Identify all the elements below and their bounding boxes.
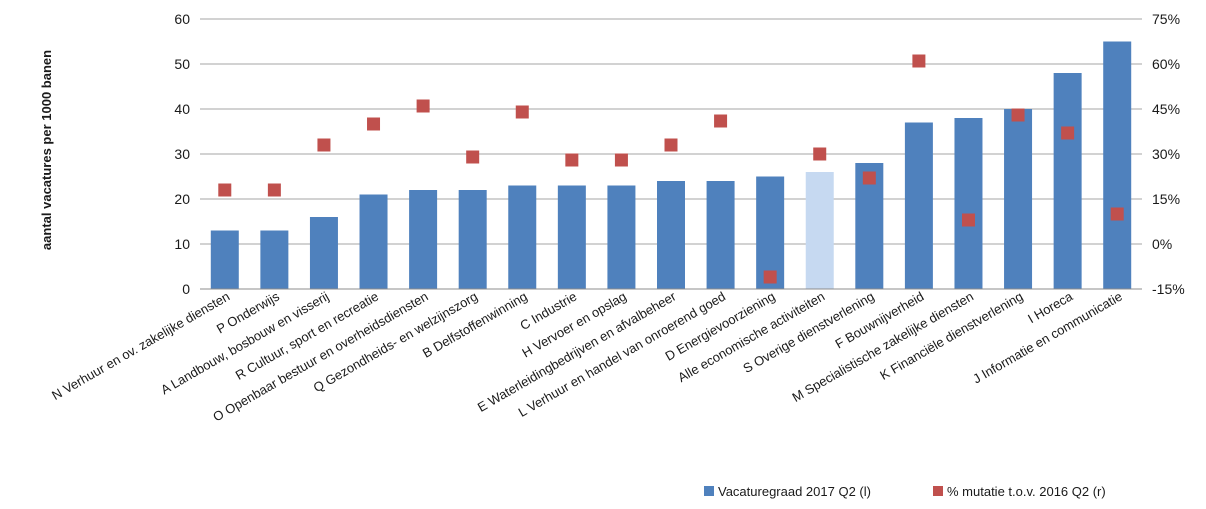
bar [904,122,933,289]
bar [1004,109,1033,289]
right-axis-ticks: -15% 0% 15% 30% 45% 60% 75% [1152,11,1185,297]
marker-point [763,270,777,284]
bar [309,217,338,289]
marker-point [218,183,232,197]
bar [1103,41,1132,289]
marker-point [664,138,678,152]
marker-point [614,153,628,167]
legend-marker-label: % mutatie t.o.v. 2016 Q2 (r) [947,484,1106,499]
y-axis-title: aantal vacatures per 1000 banen [39,50,54,250]
y2-tick-label: 75% [1152,11,1180,27]
marker-point [714,114,728,128]
marker-point [912,54,926,68]
y-tick-label: 40 [174,101,190,117]
bar [409,190,438,289]
bar [954,118,983,289]
bar [607,185,636,289]
bar [260,230,289,289]
bar [756,176,785,289]
marker-point [1011,108,1025,122]
legend-bar-label: Vacaturegraad 2017 Q2 (l) [718,484,871,499]
legend-marker-swatch [933,486,943,496]
marker-point [267,183,281,197]
y-tick-label: 0 [182,281,190,297]
y2-tick-label: -15% [1152,281,1185,297]
marker-point [367,117,381,131]
marker-point [813,147,827,161]
bar [508,185,537,289]
legend: Vacaturegraad 2017 Q2 (l) % mutatie t.o.… [704,484,1106,499]
left-axis-ticks: 0 10 20 30 40 50 60 [174,11,190,297]
marker-point [1061,126,1075,140]
bar [359,194,388,289]
y-tick-label: 50 [174,56,190,72]
y-tick-label: 60 [174,11,190,27]
bar [458,190,487,289]
y2-tick-label: 45% [1152,101,1180,117]
marker-point [565,153,579,167]
y-tick-label: 20 [174,191,190,207]
bar [210,230,239,289]
bar [657,181,685,289]
marker-point [416,99,430,113]
y-tick-label: 30 [174,146,190,162]
marker-point [862,171,876,185]
marker-point [317,138,331,152]
bar [557,185,586,289]
marker-series [218,54,1124,284]
marker-point [466,150,480,164]
bar [1053,73,1082,289]
y2-tick-label: 15% [1152,191,1180,207]
marker-point [1110,207,1124,221]
y2-tick-label: 60% [1152,56,1180,72]
legend-bar-swatch [704,486,714,496]
y-tick-label: 10 [174,236,190,252]
marker-point [515,105,529,119]
bar [706,181,735,289]
y2-tick-label: 30% [1152,146,1180,162]
bar-series [210,41,1132,289]
bar [805,172,834,289]
gridlines [200,18,1142,245]
y2-tick-label: 0% [1152,236,1172,252]
marker-point [961,213,975,227]
category-label: N Verhuur en ov. zakelijke diensten [49,289,232,403]
